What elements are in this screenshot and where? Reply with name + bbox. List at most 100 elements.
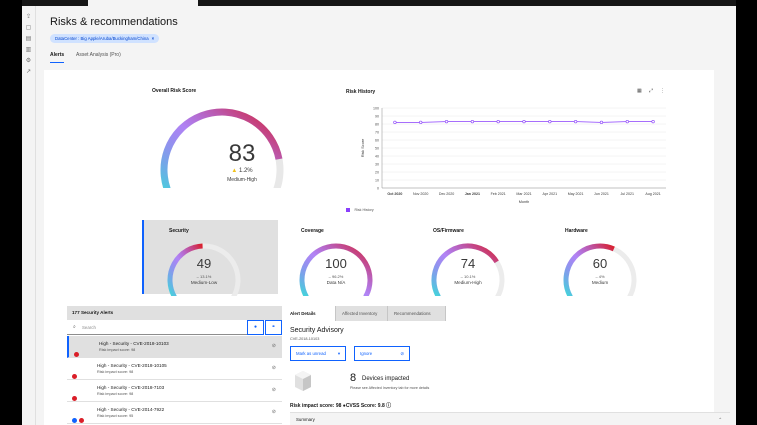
x-axis-label: Month: [519, 200, 530, 204]
search-input[interactable]: ⌕ Search: [67, 320, 247, 335]
alert-sub: Risk impact score: 98: [97, 370, 134, 374]
x-tick-label: Jan 2021: [465, 192, 480, 196]
table-icon[interactable]: ▦: [637, 88, 642, 94]
security-gauge: [167, 243, 241, 296]
maximize-icon[interactable]: ⤢: [649, 88, 654, 94]
ignore-label: Ignore: [360, 351, 373, 356]
severity-dot: [79, 418, 84, 423]
os-firmware-trend: – 10.1%: [438, 274, 498, 279]
x-tick-label: Jul 2021: [620, 192, 634, 196]
chevron-up-icon: ⌃: [718, 417, 722, 422]
coverage-gauge: [299, 243, 373, 296]
severity-dot: [72, 396, 77, 401]
print-icon[interactable]: ▥: [25, 47, 32, 53]
trend-icon: –: [460, 274, 464, 279]
settings-icon[interactable]: ⚙: [25, 58, 32, 64]
score-line-text: Risk impact score: 98 ●CVSS Score: 9.8: [290, 403, 385, 409]
tab-asset-analysis[interactable]: Asset Analysis (Pro): [76, 52, 121, 58]
view-off-icon[interactable]: ⊘: [271, 387, 276, 393]
overall-gauge-fill: [160, 108, 283, 188]
upload-icon[interactable]: ⇪: [25, 14, 32, 20]
risk-history-point: [496, 120, 500, 124]
alert-detail-panel: Alert Details Affected Inventory Recomme…: [284, 306, 730, 425]
chart-legend: Risk History: [346, 201, 374, 219]
view-off-icon[interactable]: ⊘: [271, 409, 276, 415]
y-tick-label: 30: [375, 162, 379, 166]
risk-history-title: Risk History: [346, 89, 376, 95]
launch-icon[interactable]: ↗: [25, 69, 32, 75]
risk-history-point: [574, 120, 578, 124]
x-tick-label: Oct 2020: [387, 192, 402, 196]
tab-alert-details[interactable]: Alert Details: [284, 306, 336, 321]
hardware-score-value: 60: [592, 256, 608, 271]
view-off-icon[interactable]: ⊘: [271, 343, 276, 349]
hardware-title: Hardware: [565, 228, 588, 234]
os-firmware-gauge-fill: [431, 243, 499, 296]
ignore-button[interactable]: Ignore ⊘: [354, 346, 410, 361]
overflow-menu-icon[interactable]: ⋮: [660, 88, 665, 94]
devices-label: Devices impacted: [362, 376, 410, 382]
x-tick-label: Jun 2021: [594, 192, 609, 196]
info-icon[interactable]: ⓘ: [386, 403, 392, 409]
os-firmware-gauge: [431, 243, 505, 296]
os-firmware-score-value: 74: [460, 256, 476, 271]
security-gauge-fill: [167, 243, 203, 296]
alert-row[interactable]: High - Security - CVE-2018-7103 Risk imp…: [67, 380, 282, 402]
tab-affected-inventory[interactable]: Affected Inventory: [336, 306, 388, 321]
security-level: Medium-Low: [190, 280, 218, 285]
severity-dot: [72, 374, 77, 379]
hardware-gauge-fill: [563, 243, 615, 296]
security-trend: – 13.1%: [174, 274, 234, 279]
severity-dot: [72, 418, 77, 423]
alert-row[interactable]: High - Security - CVE-2018-10105 Risk im…: [67, 358, 282, 380]
x-tick-label: Aug 2021: [645, 192, 660, 196]
summary-accordion[interactable]: Summary ⌃: [290, 412, 730, 425]
filter-chip[interactable]: DataCenter : Big Apple/Aruba/Buckingham/…: [50, 34, 160, 43]
risk-history-point: [651, 120, 655, 124]
alert-row[interactable]: High - Security - CVE-2018-10103 Risk im…: [67, 336, 282, 358]
security-score-value: 49: [196, 256, 212, 271]
alert-title: High - Security - CVE-2018-10103: [99, 341, 169, 346]
y-axis-label: Risk Score: [361, 139, 365, 157]
page-title: Risks & recommendations: [50, 16, 178, 28]
legend-swatch: [346, 207, 350, 212]
security-card[interactable]: [142, 220, 278, 294]
os-firmware-title: OS/Firmware: [433, 228, 464, 234]
risk-history-point: [548, 120, 552, 124]
y-tick-label: 80: [375, 122, 379, 126]
close-icon[interactable]: ×: [151, 36, 155, 41]
folder-icon[interactable]: ▤: [25, 36, 32, 42]
coverage-gauge-fill: [299, 243, 373, 296]
security-title: Security: [169, 228, 189, 234]
filter-dot-button[interactable]: ●: [247, 320, 264, 335]
os-firmware-level: Medium-High: [454, 280, 482, 285]
y-tick-label: 60: [375, 138, 379, 142]
top-bar: [22, 0, 736, 6]
active-browser-tab[interactable]: [88, 0, 198, 6]
coverage-trend: – 96.2%: [306, 274, 366, 279]
alert-title: High - Security - CVE-2018-7103: [97, 385, 165, 390]
y-tick-label: 20: [375, 170, 379, 174]
trash-icon[interactable]: ▢: [25, 25, 32, 31]
devices-count: 8: [350, 372, 357, 384]
tab-alerts[interactable]: Alerts: [50, 52, 65, 63]
y-tick-label: 90: [375, 114, 379, 118]
x-tick-label: Feb 2021: [491, 192, 506, 196]
y-tick-label: 50: [375, 146, 379, 150]
y-tick-label: 40: [375, 154, 379, 158]
score-line: Risk impact score: 98 ●CVSS Score: 9.8 ⓘ: [290, 402, 391, 409]
alert-sub: Risk impact score: 98: [97, 392, 134, 396]
tab-recommendations[interactable]: Recommendations: [388, 306, 446, 321]
app-window: ⇪ ▢ ▤ ▥ ⚙ ↗ Risks & recommendations Data…: [22, 0, 736, 425]
overall-gauge: [160, 108, 284, 188]
overall-score-value: 83: [228, 140, 256, 167]
mark-unread-button[interactable]: Mark as unread ▾: [290, 346, 346, 361]
link-button[interactable]: ⚭: [265, 320, 282, 335]
overall-trend-value: 1.2%: [238, 168, 253, 174]
coverage-level: Data N/A: [326, 280, 346, 285]
coverage-title: Coverage: [301, 228, 324, 234]
security-trend-value: 13.1%: [200, 274, 212, 279]
alert-row[interactable]: High - Security - CVE-2014-7922 Risk imp…: [67, 402, 282, 424]
alert-sub: Risk impact score: 95: [97, 414, 134, 418]
view-off-icon[interactable]: ⊘: [271, 365, 276, 371]
